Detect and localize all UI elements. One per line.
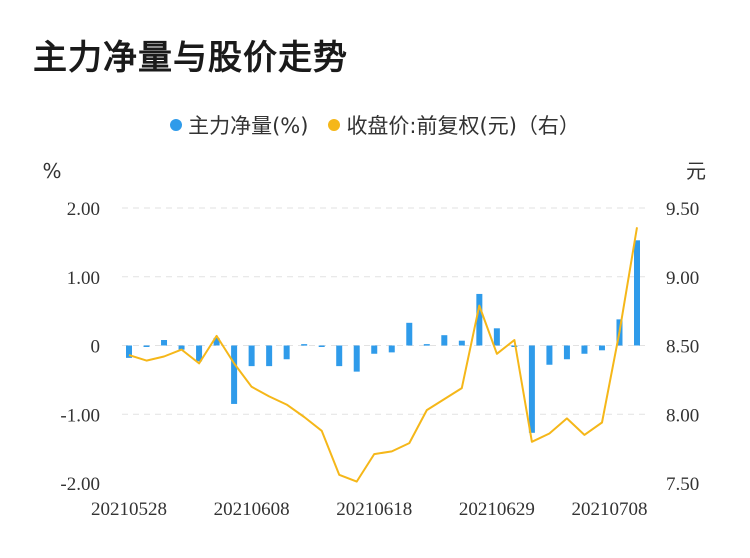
left-tick-label: -2.00 [60, 474, 100, 495]
bar [423, 344, 430, 346]
bar [318, 345, 325, 347]
bar [178, 345, 185, 350]
bar [301, 344, 308, 346]
bar [283, 345, 290, 360]
left-axis-unit: % [42, 159, 61, 183]
right-tick-label: 8.50 [666, 337, 699, 358]
bar-series [126, 240, 640, 433]
bar [476, 293, 483, 346]
x-tick-label: 20210618 [336, 499, 412, 520]
right-tick-label: 7.50 [666, 474, 699, 495]
x-tick-label: 20210528 [91, 499, 167, 520]
left-axis-ticks: 2.00 1.00 0 -1.00 -2.00 [60, 199, 100, 495]
bar [441, 335, 448, 346]
chart-title: 主力净量与股价走势 [33, 38, 348, 78]
bar [126, 345, 132, 358]
price-line [128, 227, 638, 483]
bar [371, 345, 378, 354]
x-tick-label: 20210708 [571, 499, 647, 520]
bar [634, 240, 640, 346]
bar [336, 345, 343, 367]
bar [598, 345, 605, 351]
bar [231, 345, 238, 404]
right-tick-label: 9.50 [666, 199, 699, 220]
left-tick-label: 1.00 [67, 268, 100, 289]
legend-bar-swatch [170, 119, 183, 131]
bar [388, 345, 395, 353]
legend-line-label: 收盘价:前复权(元)（右） [346, 114, 580, 138]
bar [493, 328, 500, 346]
x-tick-label: 20210608 [214, 499, 290, 520]
bar [248, 345, 255, 367]
line-series [128, 227, 638, 483]
bar [406, 322, 413, 346]
legend-line-swatch [328, 119, 341, 131]
bar [143, 345, 150, 347]
x-tick-label: 20210629 [459, 499, 535, 520]
legend-bar-label: 主力净量(%) [188, 114, 309, 138]
left-tick-label: -1.00 [60, 405, 100, 426]
bar [196, 345, 203, 362]
bar [213, 337, 220, 346]
bar [161, 340, 168, 346]
left-tick-label: 0 [91, 337, 101, 358]
bar [353, 345, 360, 372]
gridlines [122, 207, 648, 415]
legend-item-bar[interactable]: 主力净量(%) [170, 110, 308, 140]
left-tick-label: 2.00 [67, 199, 100, 220]
bar [511, 345, 518, 347]
right-axis-unit: 元 [686, 159, 706, 183]
legend-item-line[interactable]: 收盘价:前复权(元)（右） [328, 110, 580, 140]
bar [528, 345, 535, 433]
legend: 主力净量(%) 收盘价:前复权(元)（右） [0, 110, 750, 140]
right-tick-label: 9.00 [666, 268, 699, 289]
right-tick-label: 8.00 [666, 405, 699, 426]
x-axis-ticks: 20210528 20210608 20210618 20210629 20210708 [91, 499, 647, 520]
bar [546, 345, 553, 365]
bar [581, 345, 588, 354]
bar [458, 340, 465, 346]
bar [563, 345, 570, 360]
right-axis-ticks: 9.50 9.00 8.50 8.00 7.50 [666, 199, 699, 495]
bar [266, 345, 273, 367]
